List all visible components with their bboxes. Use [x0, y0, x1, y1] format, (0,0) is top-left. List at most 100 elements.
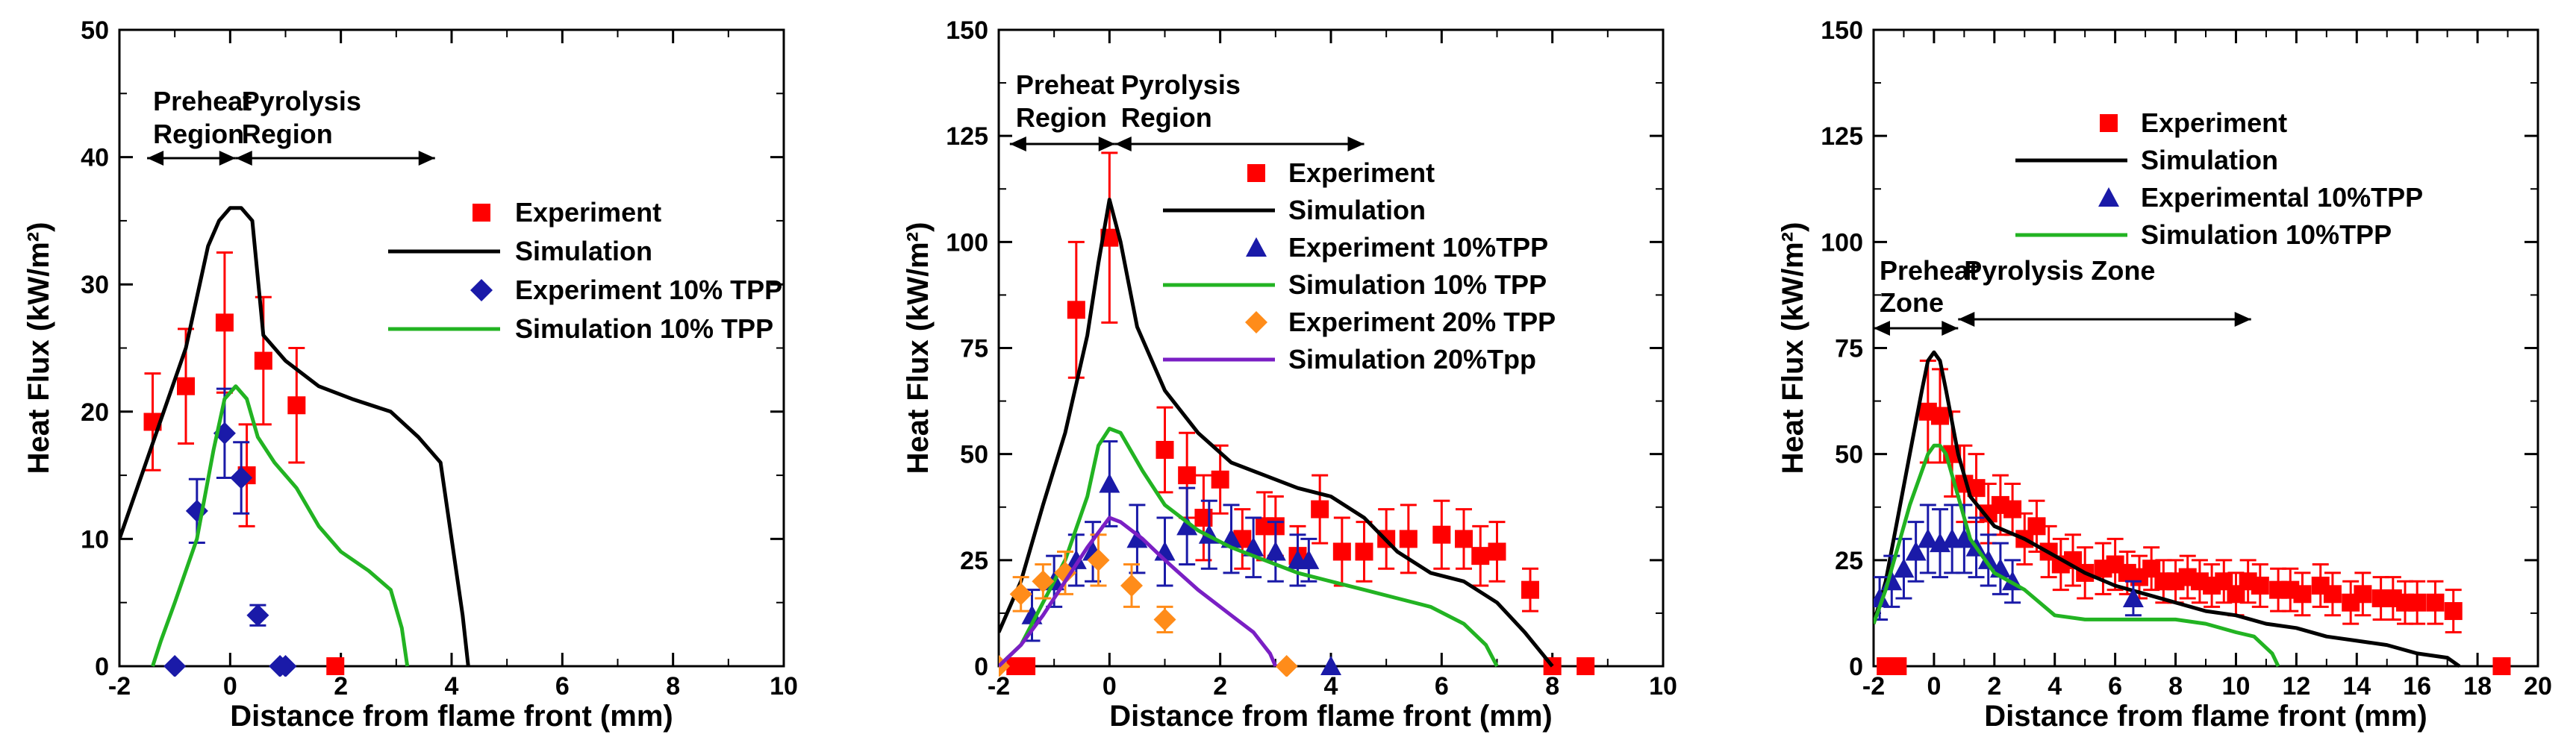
- data-point: [287, 396, 306, 415]
- region-arrowhead: [219, 151, 236, 166]
- x-tick-label: 0: [1103, 672, 1117, 701]
- y-axis-label: Heat Flux (kW/m²): [22, 222, 55, 474]
- x-tick-label: 6: [1435, 672, 1449, 701]
- y-tick-label: 10: [81, 525, 109, 554]
- data-point: [1087, 548, 1110, 571]
- legend-entry: Simulation: [515, 236, 652, 266]
- region-label: Zone: [1880, 287, 1944, 318]
- chart-panel-3: -2 0 2 4 6 8 10 12 14 16 18 200255075100125150Dista…: [1777, 16, 2552, 733]
- region-arrowhead: [1958, 312, 1975, 327]
- data-point: [230, 466, 253, 489]
- data-point: [2122, 588, 2144, 608]
- x-tick-label: -2: [988, 672, 1010, 701]
- region-label: Preheat: [153, 86, 252, 116]
- y-tick-label: 50: [81, 16, 109, 45]
- y-tick-label: 150: [1821, 16, 1863, 45]
- legend-entry: Experiment: [515, 197, 661, 228]
- x-tick-label: -2: [1862, 672, 1885, 701]
- legend-entry: Simulation 10% TPP: [1288, 269, 1547, 300]
- data-point: [2354, 585, 2372, 604]
- series-line: [119, 206, 470, 667]
- series-0: [1877, 360, 2511, 675]
- data-point: [1017, 657, 1036, 675]
- y-tick-label: 30: [81, 271, 109, 299]
- series-1: [999, 198, 1554, 668]
- x-tick-label: 12: [2282, 672, 2310, 701]
- x-axis-label: Distance from flame front (mm): [1109, 700, 1552, 733]
- legend-swatch: [473, 204, 490, 222]
- data-point: [1153, 608, 1176, 631]
- y-tick-label: 100: [946, 228, 988, 257]
- legend-swatch: [470, 279, 493, 301]
- data-point: [1432, 525, 1451, 544]
- series-line: [151, 384, 410, 667]
- x-tick-label: 2: [1213, 672, 1227, 701]
- data-point: [1577, 657, 1595, 675]
- x-tick-label: 18: [2463, 672, 2492, 701]
- data-point: [1067, 301, 1085, 319]
- x-tick-label: 2: [1987, 672, 2001, 701]
- x-tick-label: 8: [666, 672, 680, 701]
- data-point: [1332, 542, 1351, 561]
- data-point: [1521, 580, 1539, 599]
- data-point: [1931, 407, 1949, 425]
- y-tick-label: 50: [1835, 441, 1863, 469]
- region-arrowhead: [1874, 321, 1890, 336]
- legend-swatch: [1245, 311, 1267, 333]
- region-arrowhead: [2234, 312, 2251, 327]
- data-point: [1355, 542, 1373, 561]
- series-4: [999, 533, 1298, 677]
- region-label: Pyrolysis: [1121, 69, 1241, 100]
- data-point: [2251, 576, 2269, 595]
- data-point: [1889, 657, 1907, 675]
- y-tick-label: 125: [1821, 122, 1863, 151]
- series-0: [143, 251, 345, 675]
- y-tick-label: 100: [1821, 228, 1863, 257]
- legend-entry: Simulation 10%TPP: [2141, 219, 2392, 250]
- x-tick-label: 14: [2342, 672, 2371, 701]
- x-tick-label: 0: [223, 672, 237, 701]
- data-point: [1298, 549, 1320, 569]
- data-point: [1399, 530, 1418, 548]
- data-point: [2293, 585, 2312, 604]
- data-point: [326, 657, 345, 675]
- y-tick-label: 150: [946, 16, 988, 45]
- data-point: [999, 655, 1010, 677]
- x-tick-label: 6: [555, 672, 570, 701]
- series-line: [999, 198, 1554, 668]
- x-tick-label: 16: [2403, 672, 2431, 701]
- data-point: [2444, 602, 2463, 621]
- region-label: Region: [1016, 102, 1107, 133]
- data-point: [1455, 530, 1473, 548]
- x-axis-label: Distance from flame front (mm): [230, 700, 673, 733]
- x-tick-label: 2: [334, 672, 348, 701]
- series-1: [119, 206, 470, 667]
- series-2: [1874, 504, 2144, 621]
- region-arrowhead: [1114, 137, 1132, 151]
- data-point: [1243, 536, 1264, 557]
- data-point: [1977, 549, 1999, 569]
- x-tick-label: 6: [2108, 672, 2122, 701]
- data-point: [1905, 541, 1927, 561]
- legend-entry: Simulation: [1288, 195, 1426, 225]
- data-point: [1009, 583, 1032, 606]
- region-label: Preheat: [1016, 69, 1114, 100]
- data-point: [1021, 604, 1043, 624]
- region-label: Region: [242, 119, 333, 149]
- data-point: [1126, 528, 1148, 548]
- x-tick-label: 8: [2168, 672, 2183, 701]
- series-2: [1021, 440, 1341, 675]
- region-arrowhead: [418, 151, 435, 166]
- y-tick-label: 75: [1835, 335, 1863, 363]
- data-point: [1488, 542, 1506, 561]
- legend-entry: Simulation: [2141, 145, 2278, 175]
- data-point: [1917, 528, 1939, 548]
- x-tick-label: 4: [445, 672, 459, 701]
- y-axis-label: Heat Flux (kW/m²): [902, 222, 935, 474]
- data-point: [1275, 655, 1298, 677]
- x-axis-label: Distance from flame front (mm): [1984, 700, 2427, 733]
- y-axis-label: Heat Flux (kW/m²): [1777, 222, 1809, 474]
- data-point: [1032, 570, 1055, 593]
- data-point: [1054, 561, 1076, 584]
